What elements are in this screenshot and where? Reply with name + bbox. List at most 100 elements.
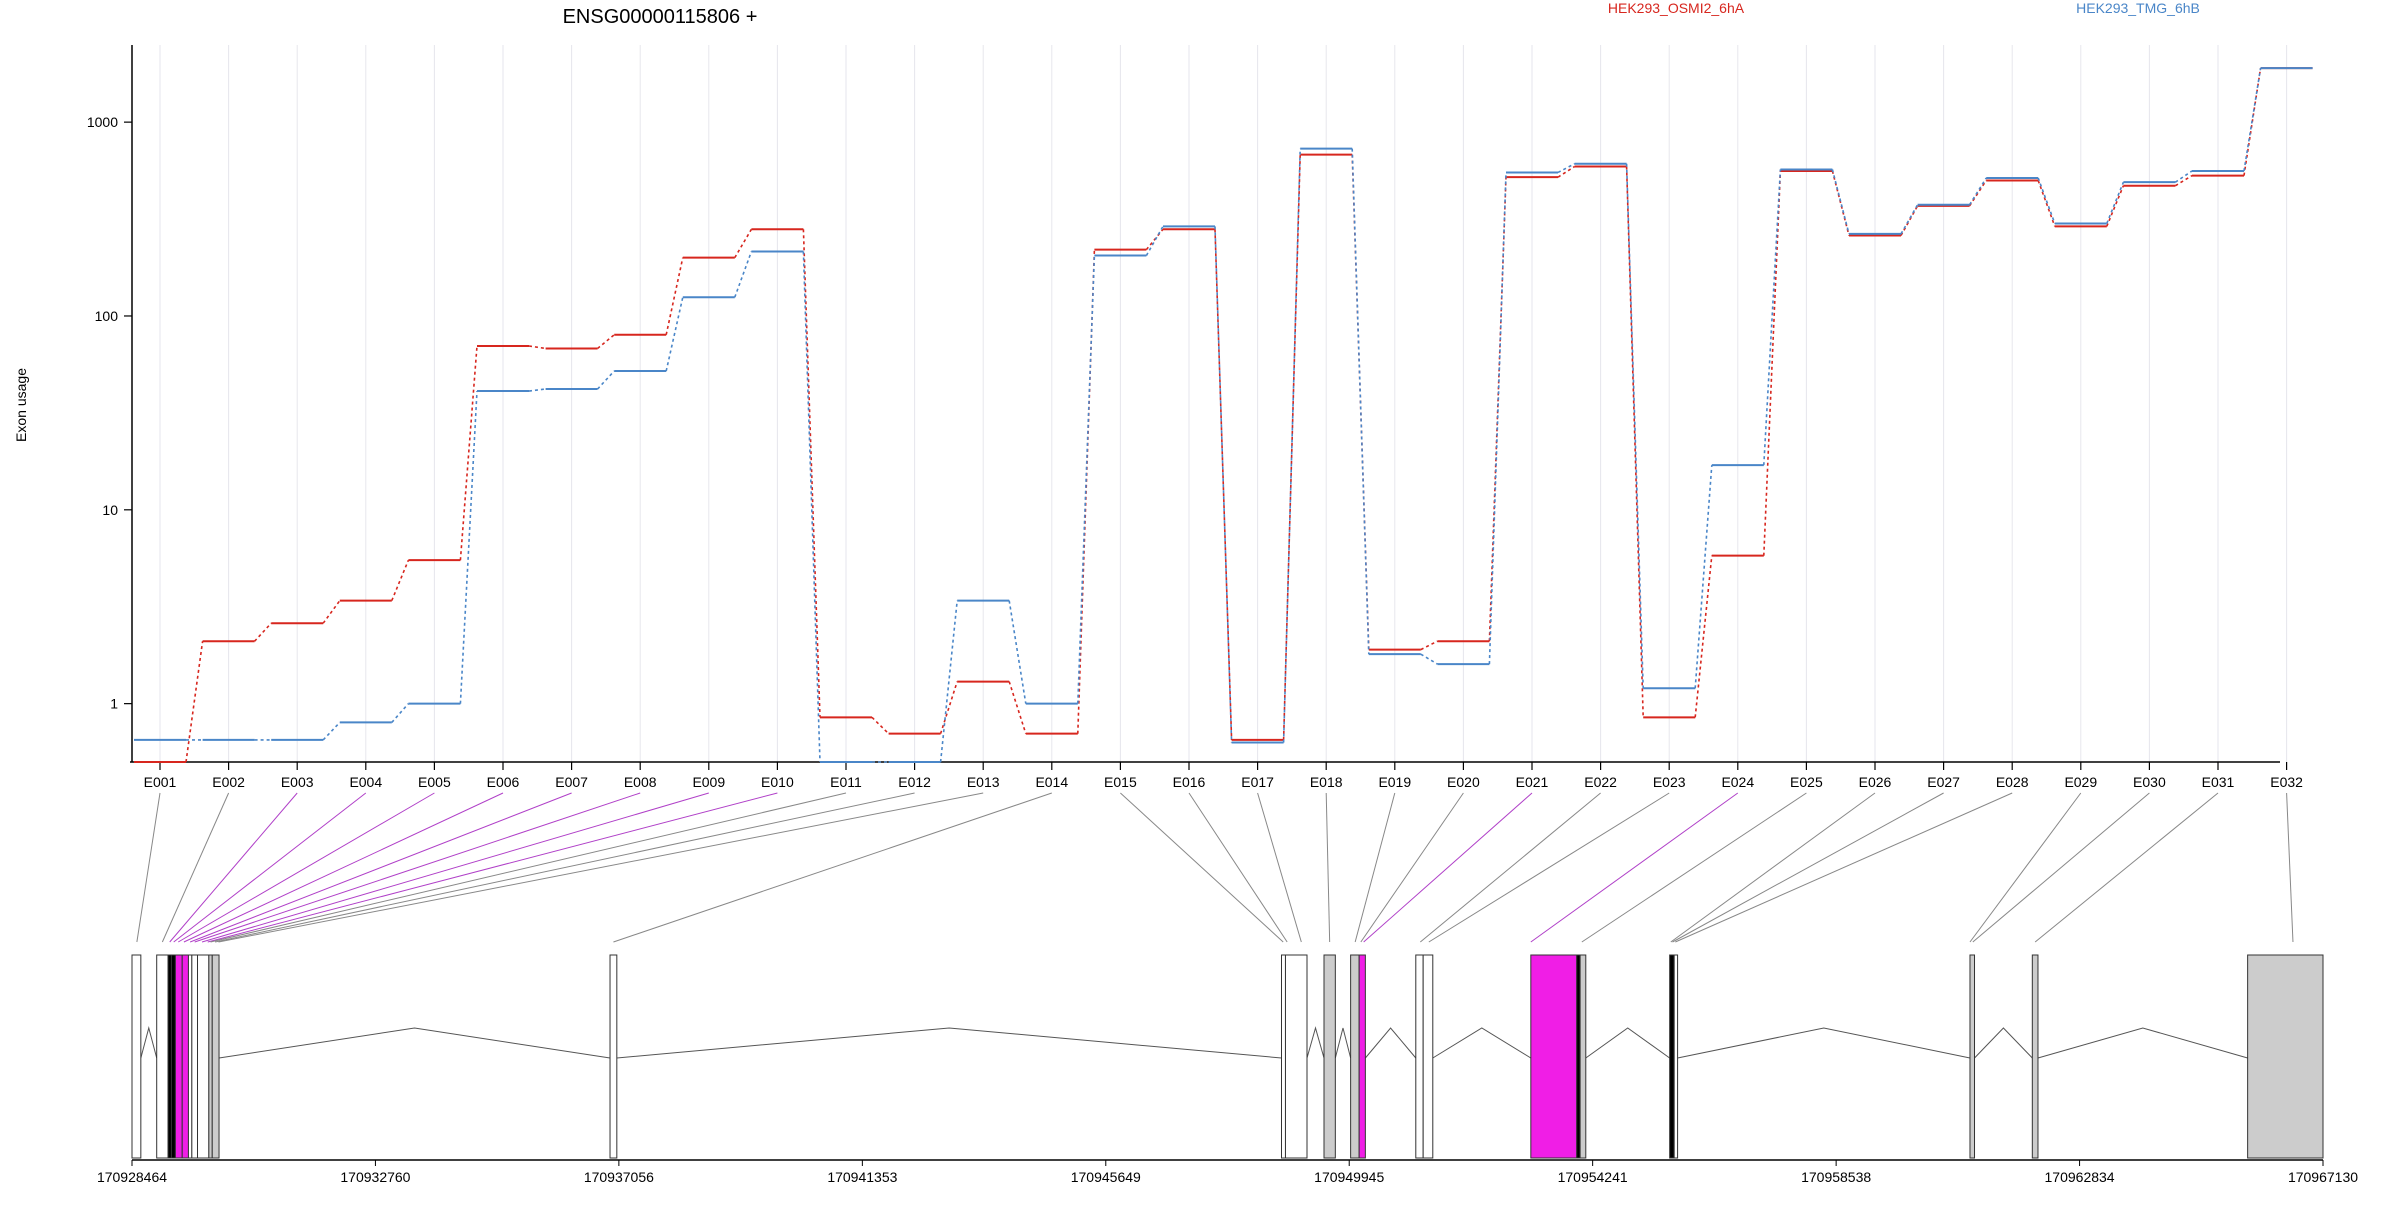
exon-box — [1969, 954, 1976, 1159]
series-2-connector — [1008, 600, 1027, 704]
legend-series-2: HEK293_TMG_6hB — [2076, 0, 2200, 16]
exon-link-line — [201, 792, 709, 943]
exon-link-line — [207, 792, 778, 943]
series-2-connector — [2243, 67, 2262, 172]
exon-link-line — [1672, 792, 1944, 943]
intron-line — [1432, 1027, 1532, 1059]
exon-box — [131, 954, 142, 1159]
x-tick-label: E005 — [418, 774, 451, 790]
exon-link-line — [1188, 792, 1288, 943]
exon-link-line — [1428, 792, 1670, 943]
intron-line — [1974, 1027, 2033, 1059]
intron-line — [1364, 1027, 1417, 1059]
exon-link-line — [1360, 792, 1464, 943]
exon-box — [187, 954, 193, 1159]
y-tick-label: 1 — [110, 696, 118, 712]
series-1-connector — [1831, 170, 1850, 236]
exon-link-line — [1530, 792, 1739, 943]
x-tick-label: E011 — [830, 774, 862, 790]
series-layer — [134, 67, 2313, 763]
series-2-connector — [1763, 169, 1782, 466]
x-tick-label: E027 — [1927, 774, 1960, 790]
x-tick-label: E014 — [1035, 774, 1068, 790]
y-tick-label: 10 — [102, 502, 118, 518]
exon-box — [609, 954, 618, 1159]
x-tick-label: E020 — [1447, 774, 1480, 790]
intron-line — [2037, 1027, 2248, 1059]
x-tick-label: E019 — [1378, 774, 1411, 790]
exon-link-line — [194, 792, 641, 943]
series-1-connector — [185, 641, 204, 763]
genomic-tick-label: 170958538 — [1801, 1169, 1871, 1185]
legend-series-1: HEK293_OSMI2_6hA — [1608, 0, 1745, 16]
exon-box — [1323, 954, 1336, 1159]
exon-box — [170, 954, 176, 1159]
series-1-connector — [254, 622, 272, 642]
intron-line — [1677, 1027, 1971, 1059]
x-tick-label: E017 — [1241, 774, 1274, 790]
x-tick-label: E025 — [1790, 774, 1823, 790]
exon-link-line — [1354, 792, 1396, 943]
exon-box — [191, 954, 199, 1159]
intron-line — [1306, 1026, 1325, 1059]
text-layer: ENSG00000115806 + Exon usage HEK293_OSMI… — [13, 0, 2200, 442]
series-2-connector — [391, 703, 409, 723]
exon-link-line — [177, 792, 435, 943]
x-tick-label: E030 — [2133, 774, 2166, 790]
series-1-connector — [459, 345, 478, 561]
series-1-connector — [1968, 180, 1987, 207]
series-2-connector — [1077, 255, 1096, 704]
series-1-connector — [1763, 170, 1782, 556]
series-1-connector — [871, 716, 890, 735]
genomic-tick-label: 170967130 — [2288, 1169, 2358, 1185]
genomic-tick-label: 170954241 — [1558, 1169, 1628, 1185]
x-tick-label: E004 — [349, 774, 382, 790]
series-2-connector — [1694, 465, 1713, 689]
series-1-connector — [1900, 205, 1919, 236]
exon-box — [1358, 954, 1366, 1159]
exon-link-line — [1581, 792, 1807, 943]
exon-link-line — [173, 792, 367, 943]
x-tick-label: E010 — [761, 774, 794, 790]
series-2-connector — [1145, 225, 1164, 256]
series-1-connector — [1008, 681, 1027, 734]
x-tick-label: E026 — [1859, 774, 1892, 790]
exon-link-line — [1257, 792, 1302, 943]
intron-line — [218, 1027, 611, 1059]
series-1-connector — [1420, 640, 1438, 651]
exon-box — [1669, 954, 1675, 1159]
series-1-connector — [1625, 166, 1644, 718]
exon-box — [1579, 954, 1587, 1159]
series-1-connector — [665, 257, 684, 335]
grid-layer — [159, 45, 2288, 762]
x-tick-label: E006 — [487, 774, 520, 790]
series-2-connector — [2037, 177, 2056, 224]
exon-link-line — [1675, 792, 2013, 943]
exon-box — [211, 954, 220, 1159]
series-2-connector — [322, 721, 341, 741]
series-2 — [134, 67, 2313, 763]
exon-box — [156, 954, 169, 1159]
x-tick-label: E028 — [1996, 774, 2029, 790]
series-2-connector — [2174, 170, 2193, 183]
exon-link-line — [189, 792, 572, 943]
series-1-connector — [528, 345, 546, 350]
exon-link-line — [1972, 792, 2150, 943]
y-axis-label: Exon usage — [13, 368, 29, 442]
x-tick-label: E022 — [1584, 774, 1617, 790]
series-2-connector — [459, 390, 478, 704]
genomic-tick-label: 170928464 — [97, 1169, 167, 1185]
series-1 — [134, 67, 2313, 763]
x-tick-label: E015 — [1104, 774, 1137, 790]
series-2-connector — [939, 600, 958, 763]
exon-link-line — [613, 792, 1052, 943]
genomic-tick-label: 170945649 — [1071, 1169, 1141, 1185]
exon-link-line — [169, 792, 298, 943]
exon-link-line — [161, 792, 230, 943]
y-tick-label: 1000 — [87, 114, 118, 130]
exon-box — [1673, 954, 1679, 1159]
x-tick-label: E016 — [1173, 774, 1206, 790]
intron-line — [1585, 1027, 1670, 1059]
chart-title: ENSG00000115806 + — [563, 6, 758, 28]
